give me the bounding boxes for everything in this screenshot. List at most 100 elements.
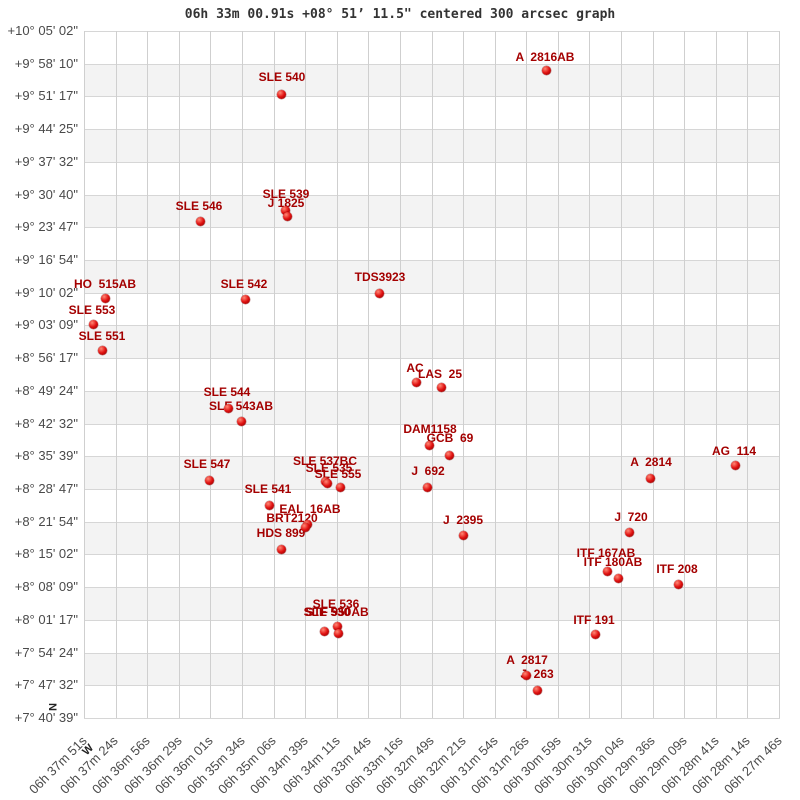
y-axis-tick-label: +7° 40' 39" <box>14 710 78 725</box>
gridline-vertical <box>273 31 275 718</box>
star-point-a-2817[interactable] <box>521 670 531 680</box>
star-label-sle-544: SLE 544 <box>203 385 251 399</box>
gridline-vertical <box>589 31 591 718</box>
star-label-sle-541: SLE 541 <box>244 482 292 496</box>
gridline-vertical <box>210 31 212 718</box>
y-axis-tick-label: +8° 15' 02" <box>14 546 78 562</box>
y-axis-tick-label: +9° 37' 32" <box>14 153 78 169</box>
star-point-tds3923[interactable] <box>374 288 384 298</box>
star-point-sle-530[interactable] <box>319 626 329 636</box>
star-point-j-692[interactable] <box>422 482 432 492</box>
star-label-a-2817: A 2817 <box>506 653 548 667</box>
star-point-j-720[interactable] <box>624 527 634 537</box>
star-label-a-2816ab: A 2816AB <box>515 50 575 64</box>
star-point-sle-539[interactable] <box>280 205 290 215</box>
y-axis-tick-label: +8° 35' 39" <box>14 448 78 464</box>
star-point-j-263[interactable] <box>532 685 542 695</box>
star-point-itf-208[interactable] <box>673 579 683 589</box>
y-axis-tick-label: +8° 42' 32" <box>14 415 78 431</box>
star-label-sle-555: SLE 555 <box>314 467 362 481</box>
star-label-stf-950ab: STF 950AB <box>305 605 369 619</box>
star-label-sle-535: SLE 535 <box>305 461 353 475</box>
star-point-sle-535[interactable] <box>322 478 332 488</box>
star-label-itf-191: ITF 191 <box>573 613 615 627</box>
y-axis-tick-label: +9° 16' 54" <box>14 252 78 267</box>
star-label-sle-553: SLE 553 <box>68 303 116 317</box>
star-point-j-1825[interactable] <box>282 211 292 221</box>
star-point-stf-950ab[interactable] <box>333 628 343 638</box>
gridline-vertical <box>305 31 307 718</box>
star-point-brt2120[interactable] <box>300 522 310 532</box>
star-label-sle-530: SLE 530 <box>303 605 351 619</box>
star-point-ac[interactable] <box>411 377 421 387</box>
star-label-eal-16ab: EAL 16AB <box>279 502 341 516</box>
y-axis-tick-label: +8° 01' 17" <box>14 611 78 627</box>
star-point-sle-544[interactable] <box>223 403 233 413</box>
star-point-ag-114[interactable] <box>730 460 740 470</box>
star-label-ag-114: AG 114 <box>711 444 757 458</box>
y-axis-tick-label: +8° 21' 54" <box>14 513 78 529</box>
star-point-dam1158[interactable] <box>424 440 434 450</box>
gridline-vertical <box>621 31 623 718</box>
star-label-tds3923: TDS3923 <box>354 270 406 284</box>
y-axis-tick-label: +8° 56' 17" <box>14 350 78 366</box>
star-label-ac: AC <box>406 361 424 375</box>
star-point-sle-536[interactable] <box>332 621 342 631</box>
y-axis-tick-label: +8° 08' 09" <box>14 579 78 595</box>
star-label-j-692: J 692 <box>411 464 445 478</box>
star-point-itf-191[interactable] <box>590 629 600 639</box>
gridline-vertical <box>84 31 85 718</box>
star-point-a-2814[interactable] <box>645 473 655 483</box>
gridline-vertical <box>684 31 686 718</box>
y-axis-tick-label: +9° 30' 40" <box>14 186 78 202</box>
y-axis-tick-label: +8° 49' 24" <box>14 382 78 398</box>
star-point-sle-541[interactable] <box>264 500 274 510</box>
star-point-sle-555[interactable] <box>335 482 345 492</box>
star-label-itf-208: ITF 208 <box>656 562 698 576</box>
star-point-itf-167ab[interactable] <box>602 566 612 576</box>
star-point-ho-515ab[interactable] <box>100 293 110 303</box>
gridline-vertical <box>431 31 433 718</box>
gridline-vertical <box>336 31 338 718</box>
y-axis-tick-label: +7° 47' 32" <box>14 677 78 693</box>
star-point-itf-180ab[interactable] <box>613 573 623 583</box>
star-point-las-25[interactable] <box>436 382 446 392</box>
star-label-las-25: LAS 25 <box>417 367 463 381</box>
gridline-vertical <box>368 31 370 718</box>
star-point-sle-543ab[interactable] <box>236 416 246 426</box>
star-label-dam1158: DAM1158 <box>403 422 457 436</box>
star-label-sle-542: SLE 542 <box>220 277 268 291</box>
gridline-vertical <box>178 31 180 718</box>
star-label-a-2814: A 2814 <box>630 455 672 469</box>
star-point-hds-899[interactable] <box>276 544 286 554</box>
gridline-vertical <box>526 31 528 718</box>
gridline-vertical <box>557 31 559 718</box>
star-point-sle-547[interactable] <box>204 475 214 485</box>
star-label-sle-547: SLE 547 <box>183 457 231 471</box>
star-point-sle-540[interactable] <box>276 89 286 99</box>
star-label-hds-899: HDS 899 <box>256 526 306 540</box>
y-axis-tick-label: +9° 10' 02" <box>14 284 78 300</box>
gridline-vertical <box>115 31 117 718</box>
y-axis-tick-label: +9° 51' 17" <box>14 88 78 104</box>
star-point-j-2395[interactable] <box>458 530 468 540</box>
star-point-sle-553[interactable] <box>88 319 98 329</box>
star-label-sle-537bc: SLE 537BC <box>292 454 358 468</box>
star-label-j-720: J 720 <box>614 510 648 524</box>
compass-north-label: N <box>45 703 58 711</box>
star-point-sle-551[interactable] <box>97 345 107 355</box>
chart-title: 06h 33m 00.91s +08° 51’ 11.5" centered 3… <box>184 7 616 22</box>
star-point-sle-546[interactable] <box>195 216 205 226</box>
y-axis-tick-label: +9° 58' 10" <box>14 55 78 71</box>
star-point-gcb-69[interactable] <box>444 450 454 460</box>
gridline-vertical <box>463 31 465 718</box>
star-point-sle-542[interactable] <box>240 294 250 304</box>
gridline-vertical <box>494 31 496 718</box>
gridline-vertical <box>241 31 243 718</box>
gridline-vertical <box>399 31 401 718</box>
gridline-vertical <box>652 31 654 718</box>
gridline-vertical <box>779 31 780 718</box>
star-point-a-2816ab[interactable] <box>541 65 551 75</box>
star-label-sle-551: SLE 551 <box>78 329 126 343</box>
